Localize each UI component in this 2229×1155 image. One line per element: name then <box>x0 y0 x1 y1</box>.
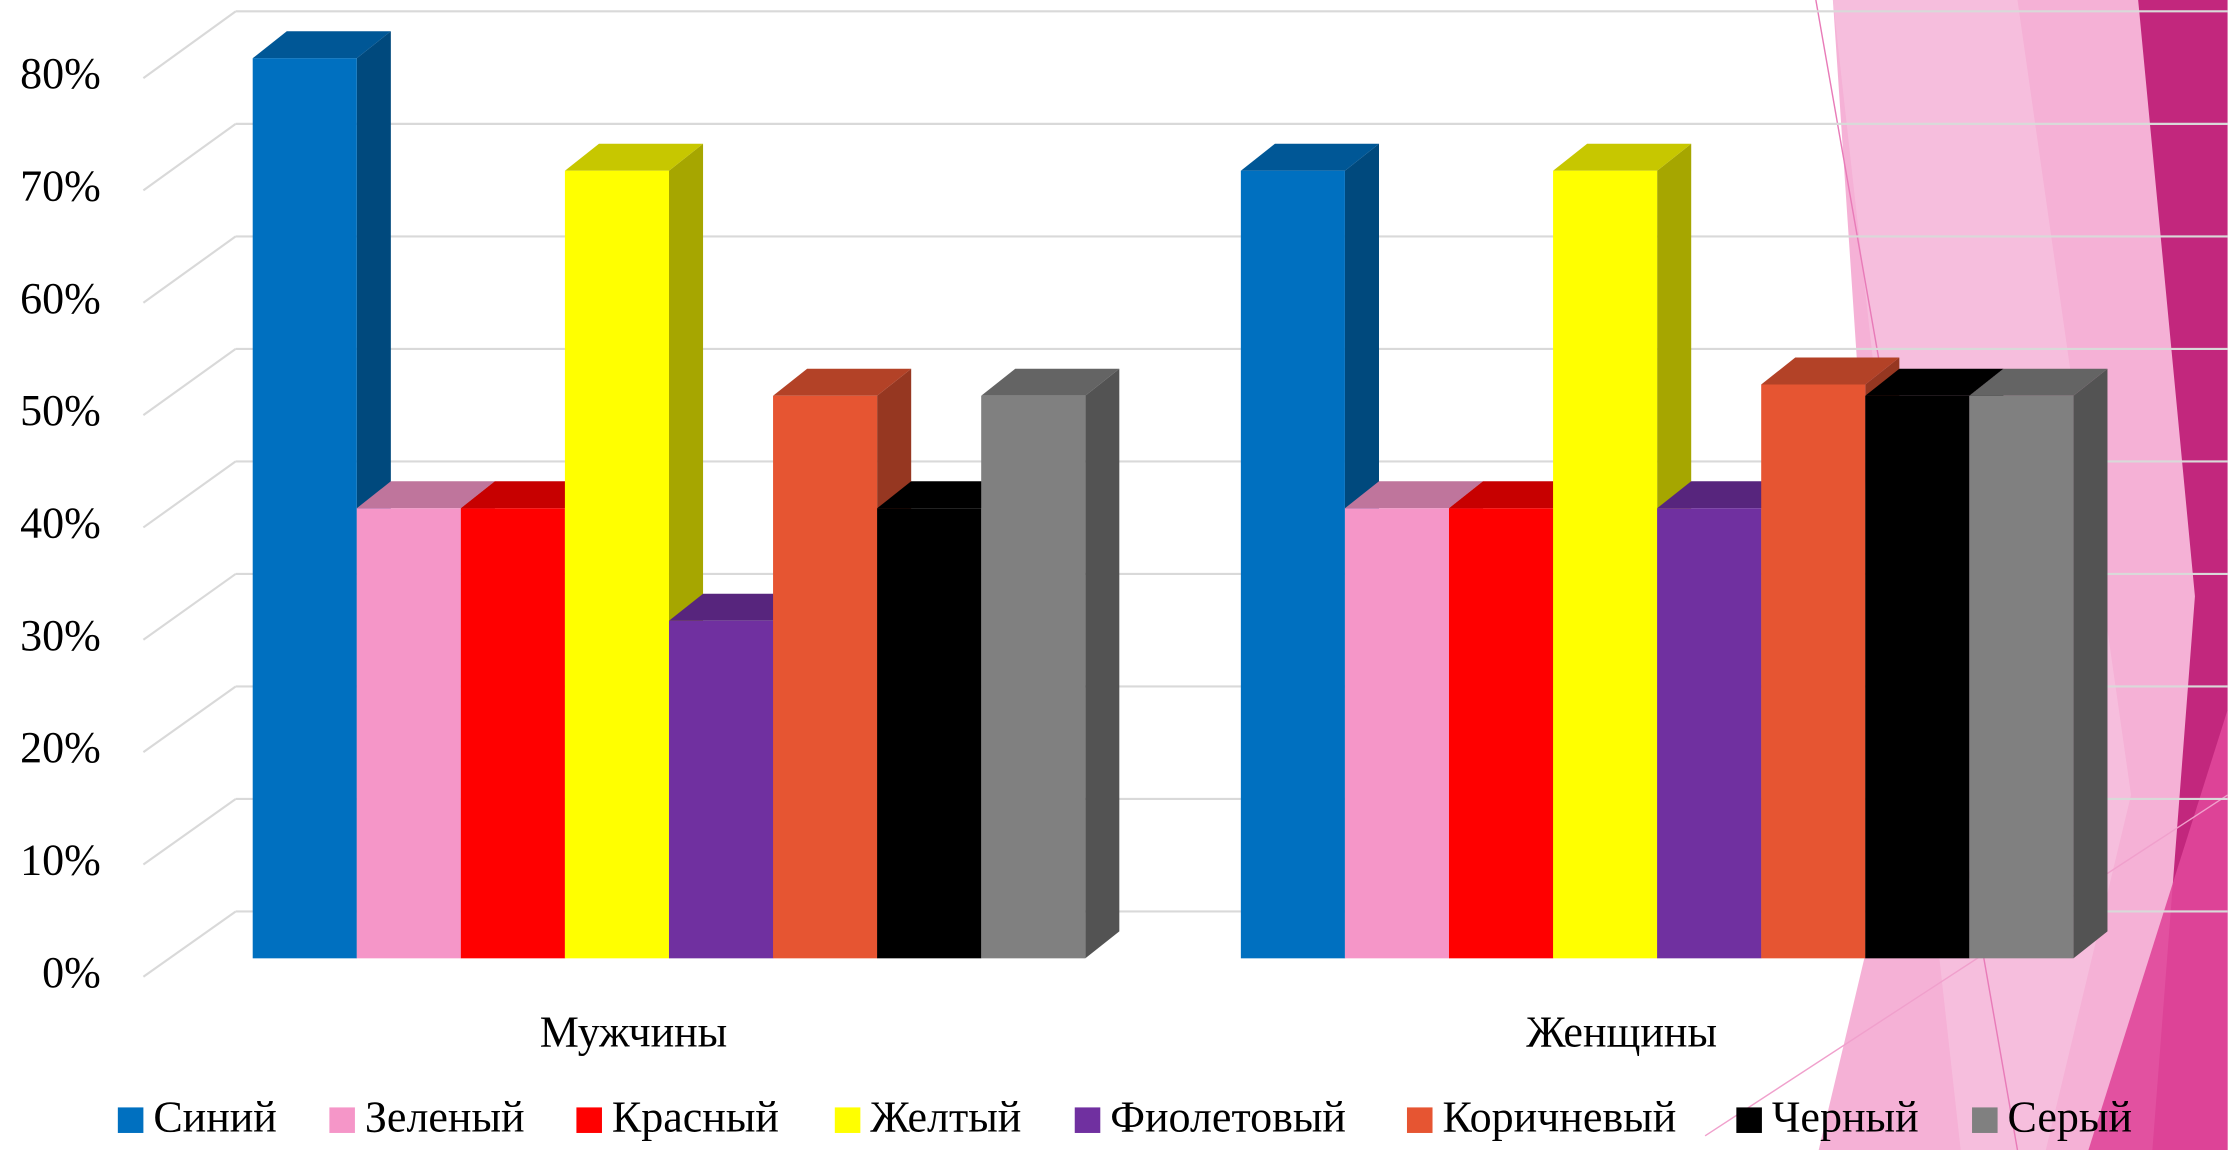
bar-top <box>1657 481 1796 509</box>
bar <box>252 58 357 959</box>
bar <box>1761 384 1866 959</box>
legend-label: Коричневый <box>1442 1093 1676 1142</box>
bar <box>1240 170 1345 959</box>
bar <box>1865 395 1970 959</box>
bar-top <box>1761 357 1900 385</box>
bar-side <box>2073 368 2108 959</box>
bar <box>356 508 461 959</box>
legend-label: Зеленый <box>365 1093 525 1142</box>
bar-top <box>1553 143 1692 171</box>
legend-swatch <box>1406 1107 1433 1133</box>
bar <box>1657 508 1762 959</box>
legend-swatch <box>1074 1107 1101 1133</box>
legend-label: Красный <box>612 1093 779 1142</box>
legend-label: Синий <box>153 1093 277 1142</box>
bar-top <box>564 143 704 171</box>
bar <box>981 395 1086 959</box>
bar-top <box>773 368 912 396</box>
bar-top <box>877 481 1016 509</box>
grid-line <box>142 10 237 79</box>
legend-label: Желтый <box>870 1093 1021 1142</box>
y-tick-label: 30% <box>20 611 101 660</box>
grid-line <box>142 910 237 978</box>
legend-swatch <box>576 1107 602 1133</box>
bar <box>1448 508 1554 959</box>
bar-top <box>1448 481 1588 509</box>
bar-top <box>460 481 599 509</box>
bar-top <box>1865 368 2004 396</box>
legend: Синий Зеленый Красный Желтый Фиолетовый Корич… <box>117 1093 2133 1142</box>
x-tick-label: Мужчины <box>540 1008 728 1057</box>
y-tick-label: 50% <box>20 386 101 435</box>
bar-top <box>356 481 495 509</box>
grid-line <box>142 235 237 304</box>
grid-line <box>142 460 237 529</box>
bar <box>564 170 669 959</box>
bar-top <box>1240 143 1379 171</box>
grid-line <box>142 123 237 192</box>
grid-line <box>142 798 237 866</box>
bar-top <box>668 593 808 621</box>
legend-swatch <box>1736 1107 1762 1133</box>
grid-line <box>142 685 237 753</box>
bar-top <box>252 31 391 59</box>
y-tick-label: 40% <box>20 499 101 548</box>
bar <box>773 395 878 959</box>
bar-top <box>981 368 1120 396</box>
y-tick-label: 0% <box>42 948 101 997</box>
plot-area: 0% 10% 20% 30% 40% 50% 60% 70% 80% Мужчины Женщины <box>20 10 2228 1057</box>
bar <box>668 620 774 959</box>
legend-swatch <box>117 1107 144 1133</box>
bar <box>877 508 982 959</box>
legend-swatch <box>329 1107 355 1133</box>
grid-line <box>142 348 237 416</box>
legend-swatch <box>1972 1107 1998 1133</box>
bar <box>460 508 565 959</box>
bar-top <box>1969 368 2108 396</box>
legend-swatch <box>834 1107 861 1133</box>
grid-line <box>142 573 237 641</box>
bar <box>1553 170 1658 959</box>
y-tick-label: 80% <box>20 49 101 98</box>
bar <box>1344 508 1449 959</box>
bar <box>1969 395 2074 959</box>
x-tick-label: Женщины <box>1526 1008 1717 1057</box>
y-tick-label: 20% <box>20 723 101 772</box>
legend-label: Фиолетовый <box>1110 1093 1346 1142</box>
legend-label: Серый <box>2008 1093 2133 1142</box>
legend-label: Черный <box>1772 1093 1919 1142</box>
bar-side <box>1085 368 1120 959</box>
y-tick-label: 60% <box>20 274 101 323</box>
y-tick-label: 70% <box>20 162 101 211</box>
bar-top <box>1344 481 1484 509</box>
y-tick-label: 10% <box>20 836 101 885</box>
